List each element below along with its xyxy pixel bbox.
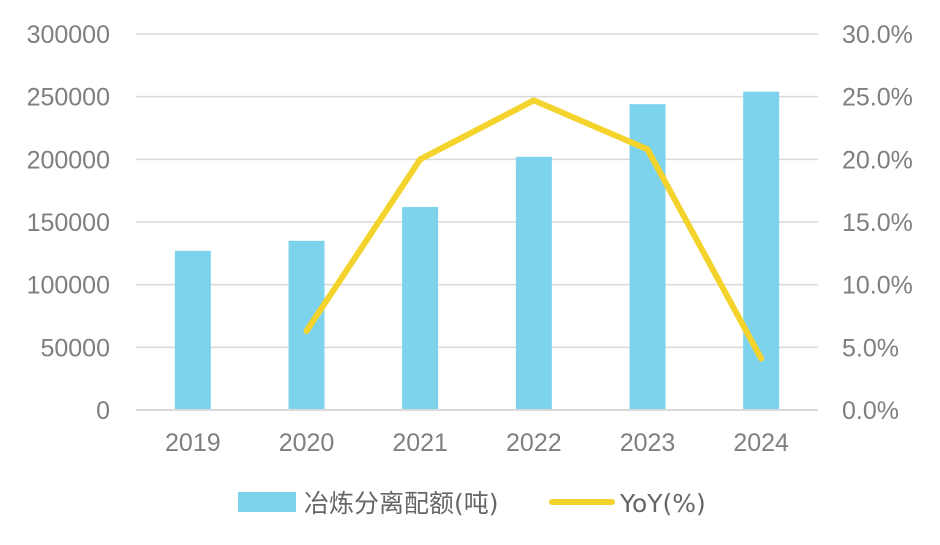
legend-label-yoy: YoY(%) bbox=[619, 489, 706, 518]
legend-label-quota: 冶炼分离配额(吨) bbox=[304, 489, 499, 518]
y-right-tick-label: 30.0% bbox=[842, 21, 913, 49]
bar-quota-2021 bbox=[402, 206, 439, 410]
y-left-tick-label: 150000 bbox=[27, 209, 110, 237]
x-tick-label: 2023 bbox=[620, 429, 676, 457]
axes: 0 50000 100000 150000 200000 250000 300000 0.0%… bbox=[27, 21, 913, 457]
x-tick-label: 2024 bbox=[733, 429, 789, 457]
y-left-tick-label: 100000 bbox=[27, 272, 110, 300]
bar-series-quota bbox=[174, 91, 780, 411]
line-series-yoy bbox=[303, 97, 765, 362]
x-tick-label: 2020 bbox=[279, 429, 335, 457]
y-left-tick-label: 250000 bbox=[27, 84, 110, 112]
bar-quota-2019 bbox=[174, 250, 211, 410]
x-tick-label: 2021 bbox=[392, 429, 448, 457]
y-right-tick-label: 5.0% bbox=[842, 334, 899, 362]
gridlines bbox=[136, 33, 818, 349]
y-right-tick-label: 20.0% bbox=[842, 146, 913, 174]
legend-swatch-quota bbox=[238, 492, 296, 512]
y-left-tick-label: 300000 bbox=[27, 21, 110, 49]
y-left-tick-label: 50000 bbox=[40, 334, 110, 362]
y-right-tick-label: 15.0% bbox=[842, 209, 913, 237]
y-left-tick-label: 0 bbox=[96, 397, 110, 425]
y-right-tick-label: 10.0% bbox=[842, 272, 913, 300]
bar-quota-2022 bbox=[515, 156, 552, 410]
x-tick-label: 2019 bbox=[165, 429, 221, 457]
legend: 冶炼分离配额(吨) YoY(%) bbox=[238, 489, 706, 518]
y-left-tick-label: 200000 bbox=[27, 146, 110, 174]
bar-quota-2024 bbox=[743, 91, 780, 411]
x-tick-label: 2022 bbox=[506, 429, 562, 457]
y-right-tick-label: 25.0% bbox=[842, 84, 913, 112]
bar-quota-2020 bbox=[288, 240, 325, 410]
y-right-tick-label: 0.0% bbox=[842, 397, 899, 425]
